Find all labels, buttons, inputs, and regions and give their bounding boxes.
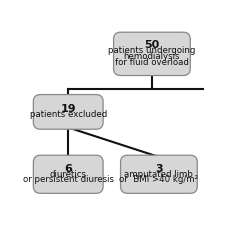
FancyBboxPatch shape (33, 155, 103, 193)
Text: 3: 3 (155, 164, 163, 173)
Text: 6: 6 (64, 164, 72, 173)
Text: for fluid overload: for fluid overload (115, 58, 189, 67)
Text: patients excluded: patients excluded (30, 110, 107, 119)
FancyBboxPatch shape (114, 32, 190, 76)
FancyBboxPatch shape (121, 155, 197, 193)
Text: or  BMI >40 kg/m²: or BMI >40 kg/m² (119, 176, 198, 184)
Text: diuretics: diuretics (50, 170, 87, 179)
Text: patients undergoing: patients undergoing (108, 47, 196, 56)
Text: amputated limb: amputated limb (124, 170, 193, 179)
Text: 50: 50 (144, 40, 160, 50)
FancyBboxPatch shape (33, 94, 103, 129)
Text: or persistent diuresis: or persistent diuresis (23, 176, 114, 184)
Text: hemodialysis: hemodialysis (124, 52, 180, 61)
Text: 19: 19 (61, 104, 76, 114)
